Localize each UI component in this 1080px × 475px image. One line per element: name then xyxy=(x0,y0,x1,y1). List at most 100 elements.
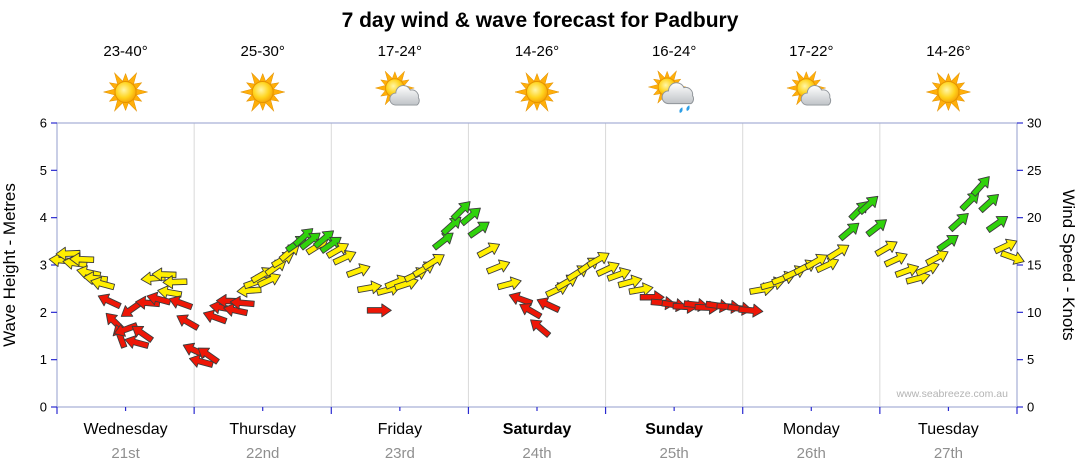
raindrop-icon xyxy=(679,107,683,113)
wind-arrow xyxy=(151,267,177,282)
wind-arrow xyxy=(826,244,850,261)
day-column-monday: 17-22° Monday 26th xyxy=(783,43,840,462)
sun-icon xyxy=(514,72,560,112)
cloud-icon xyxy=(800,85,832,106)
weather-icon-showers xyxy=(647,70,694,113)
weather-icon-partly-cloudy xyxy=(374,70,420,106)
wind-arrow xyxy=(894,263,920,278)
day-column-friday: 17-24° Friday 23rd xyxy=(374,43,422,462)
wind-arrow xyxy=(883,251,908,268)
day-column-tuesday: 14-26° Tuesday 27th xyxy=(918,43,979,462)
cloud-icon xyxy=(389,85,420,106)
left-axis-tick-label: 6 xyxy=(40,116,47,131)
wind-arrow xyxy=(69,252,95,267)
left-axis-tick-label: 0 xyxy=(40,400,47,415)
wind-arrow xyxy=(874,240,898,257)
day-name-label: Thursday xyxy=(229,421,296,438)
wind-arrow xyxy=(519,303,543,320)
wind-arrow xyxy=(857,195,879,215)
right-axis-tick-label: 20 xyxy=(1027,210,1041,225)
day-date-label: 23rd xyxy=(385,445,415,462)
wind-arrow xyxy=(936,234,959,252)
wind-arrow xyxy=(804,253,828,271)
watermark: www.seabreeze.com.au xyxy=(896,388,1009,400)
left-axis-tick-label: 3 xyxy=(40,258,47,273)
weather-icon-sunny xyxy=(102,72,149,112)
left-axis-label: Wave Height - Metres xyxy=(0,183,19,347)
left-axis-tick-label: 5 xyxy=(40,163,47,178)
day-column-sunday: 16-24° Sunday 25th xyxy=(645,43,703,462)
day-temp-label: 16-24° xyxy=(652,43,696,60)
wind-arrow xyxy=(530,319,552,338)
wind-arrow xyxy=(738,303,764,318)
wind-arrow xyxy=(606,267,632,282)
wind-arrow xyxy=(865,219,888,238)
day-date-label: 22nd xyxy=(246,445,279,462)
right-axis-tick-label: 10 xyxy=(1027,305,1041,320)
wind-arrow xyxy=(202,309,228,325)
wind-arrow xyxy=(332,250,357,266)
day-temp-label: 17-22° xyxy=(789,43,833,60)
wind-arrow xyxy=(421,253,445,271)
wind-arrow xyxy=(617,274,643,289)
day-temp-label: 17-24° xyxy=(378,43,422,60)
right-axis-tick-label: 0 xyxy=(1027,400,1034,415)
sun-icon xyxy=(102,72,149,112)
weather-icon-sunny xyxy=(925,72,972,112)
wind-arrow xyxy=(440,216,462,236)
page-title: 7 day wind & wave forecast for Padbury xyxy=(342,9,739,32)
wind-arrow xyxy=(496,276,522,291)
day-temp-label: 14-26° xyxy=(926,43,970,60)
wind-arrow xyxy=(55,246,81,261)
wind-arrow xyxy=(536,297,561,313)
wind-arrow xyxy=(993,238,1018,255)
wind-arrow xyxy=(838,222,860,242)
wind-arrow xyxy=(985,215,1009,233)
right-axis-tick-label: 5 xyxy=(1027,352,1034,367)
wind-arrow xyxy=(366,303,392,318)
day-column-wednesday: 23-40° Wednesday 21st xyxy=(83,43,167,462)
wind-arrow xyxy=(978,194,999,214)
wind-arrow xyxy=(90,276,116,291)
wind-arrow xyxy=(925,250,949,266)
weather-icon-sunny xyxy=(514,72,560,112)
day-name-label: Tuesday xyxy=(918,421,979,438)
wind-arrow xyxy=(131,325,154,343)
day-name-label: Monday xyxy=(783,421,840,438)
day-date-label: 24th xyxy=(522,445,551,462)
right-axis-label: Wind Speed - Knots xyxy=(1059,189,1078,340)
wind-arrow xyxy=(162,275,188,290)
wind-arrow xyxy=(223,303,249,317)
plot-layer: 0 1 2 3 4 5 6 0 5 10 15 20 25 30 23-40° Wednesday 21st 25… xyxy=(40,43,1042,462)
day-date-label: 26th xyxy=(797,445,826,462)
day-date-label: 21st xyxy=(111,445,140,462)
right-axis-tick-label: 15 xyxy=(1027,258,1041,273)
wind-arrow xyxy=(319,236,342,254)
day-date-label: 27th xyxy=(934,445,963,462)
wind-arrow xyxy=(959,191,980,212)
left-axis-tick-label: 2 xyxy=(40,305,47,320)
wind-arrow xyxy=(815,257,840,274)
day-column-thursday: 25-30° Thursday 22nd xyxy=(229,43,296,462)
weather-icon-partly-cloudy xyxy=(786,70,832,106)
wind-arrow xyxy=(628,282,654,297)
wind-arrow xyxy=(595,261,620,277)
left-axis-tick-label: 4 xyxy=(40,210,47,225)
right-axis-tick-label: 25 xyxy=(1027,163,1041,178)
wind-arrow xyxy=(157,285,183,299)
wind-arrow xyxy=(948,213,969,233)
wind-arrow xyxy=(257,272,281,289)
sun-icon xyxy=(925,72,972,112)
wind-arrow xyxy=(508,291,534,307)
wind-arrow xyxy=(176,314,200,331)
wind-arrow xyxy=(97,293,122,310)
wind-arrow xyxy=(485,259,511,275)
wind-arrow xyxy=(476,242,501,259)
day-name-label: Saturday xyxy=(503,421,572,438)
wind-arrow xyxy=(1000,250,1025,265)
day-name-label: Wednesday xyxy=(83,421,167,438)
day-date-label: 25th xyxy=(660,445,689,462)
wind-arrow xyxy=(450,201,471,222)
